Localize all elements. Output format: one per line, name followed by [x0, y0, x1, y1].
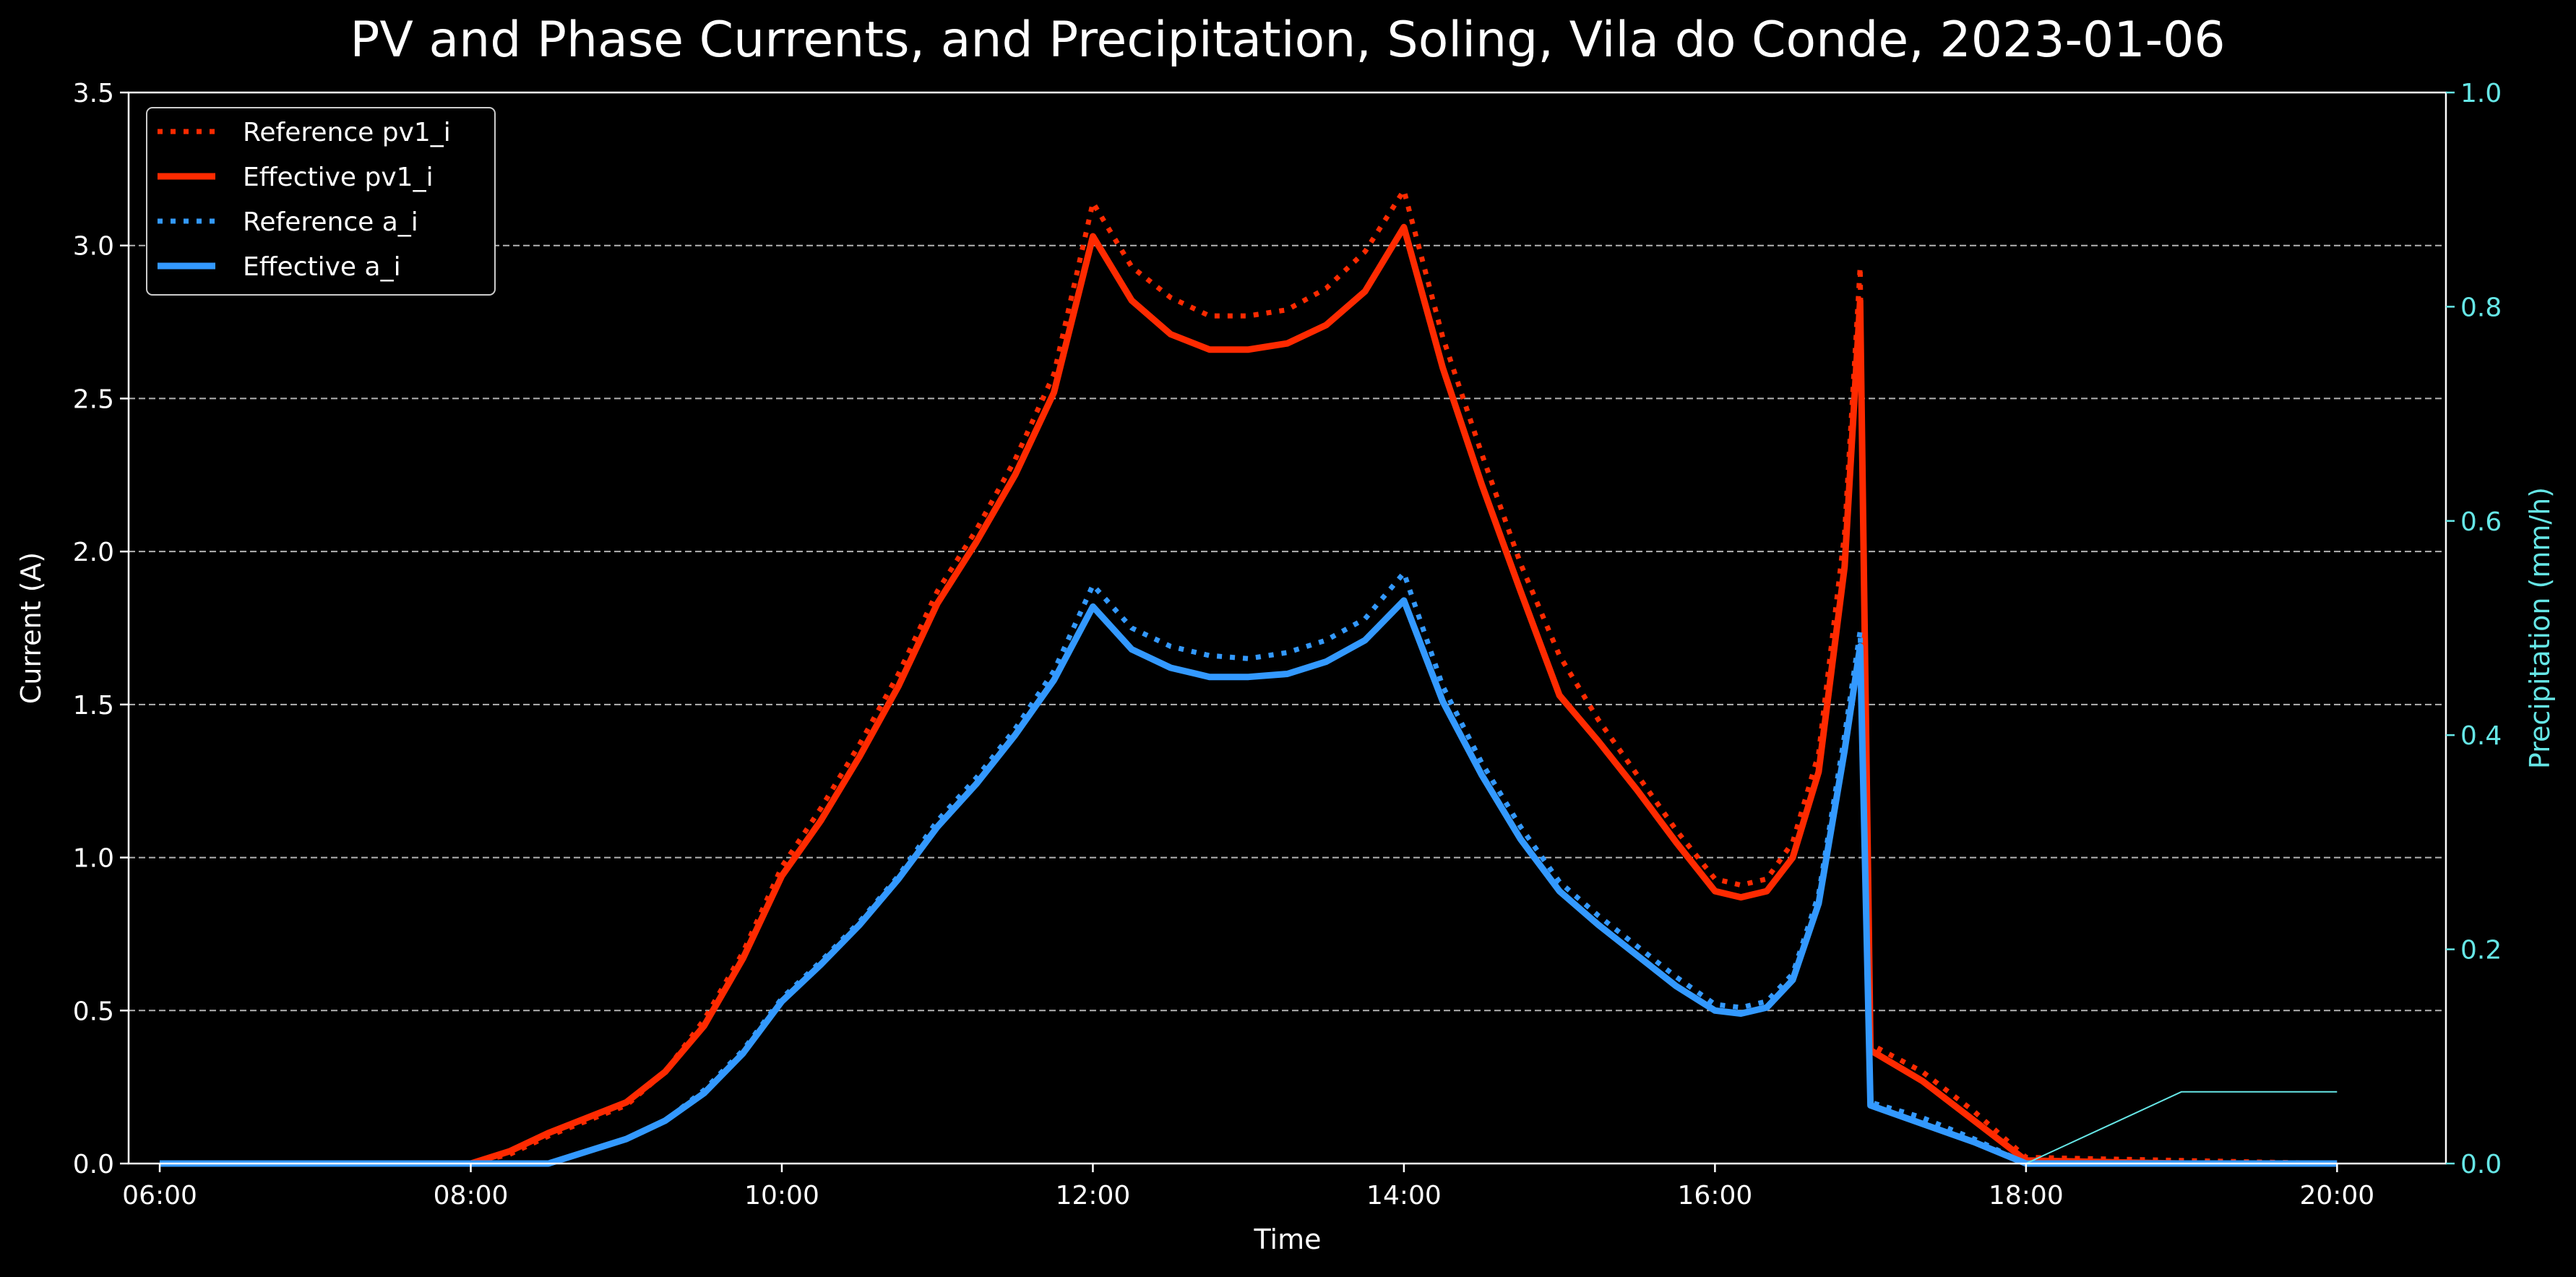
y-axis-label: Current (A) — [15, 552, 47, 704]
axes: 0.0 0.5 1.0 1.5 2.0 2.5 3.0 3.5 0.0 0.2 0.4 0.6 0.8 1… — [73, 79, 2502, 1211]
x-tick-label: 16:00 — [1678, 1181, 1753, 1211]
y-tick-label: 2.0 — [73, 538, 114, 567]
legend: Reference pv1_i Effective pv1_i Reference … — [146, 107, 496, 296]
y2-tick-label: 0.6 — [2460, 507, 2502, 537]
y-tick-label: 1.5 — [73, 691, 114, 721]
y-tick-label: 1.0 — [73, 844, 114, 874]
y2-tick-label: 0.2 — [2460, 936, 2502, 966]
y2-tick-label: 1.0 — [2460, 79, 2502, 108]
y2-tick-label: 0.8 — [2460, 293, 2502, 322]
legend-box — [146, 107, 496, 296]
x-tick-label: 12:00 — [1056, 1181, 1131, 1211]
legend-label: Effective pv1_i — [243, 163, 434, 192]
series-line-2 — [160, 223, 2338, 1167]
plot-lines — [160, 188, 2338, 1167]
y2-tick-label: 0.0 — [2460, 1150, 2502, 1179]
y-tick-label: 0.0 — [73, 1150, 114, 1179]
x-tick-label: 10:00 — [744, 1181, 819, 1211]
grid — [129, 92, 2446, 1012]
x-tick-label: 06:00 — [122, 1181, 197, 1211]
legend-label: Reference a_i — [243, 207, 418, 237]
x-tick-label: 18:00 — [1989, 1181, 2064, 1211]
x-axis-label: Time — [1254, 1224, 1322, 1255]
legend-label: Reference pv1_i — [243, 118, 451, 147]
series-line-4 — [160, 597, 2338, 1167]
y-tick-label: 3.5 — [73, 79, 114, 108]
plot-frame — [127, 91, 2447, 1165]
y-tick-label: 2.5 — [73, 384, 114, 414]
chart-title: PV and Phase Currents, and Precipitation… — [350, 12, 2225, 69]
series-line-5 — [2025, 1091, 2338, 1164]
legend-label: Effective a_i — [243, 252, 401, 282]
y2-tick-label: 0.4 — [2460, 721, 2502, 751]
y-tick-label: 3.0 — [73, 232, 114, 262]
x-tick-label: 08:00 — [434, 1181, 509, 1211]
y-tick-label: 0.5 — [73, 997, 114, 1026]
y2-axis-label: Precipitation (mm/h) — [2524, 487, 2556, 769]
x-tick-label: 20:00 — [2299, 1181, 2374, 1211]
x-tick-label: 14:00 — [1366, 1181, 1442, 1211]
